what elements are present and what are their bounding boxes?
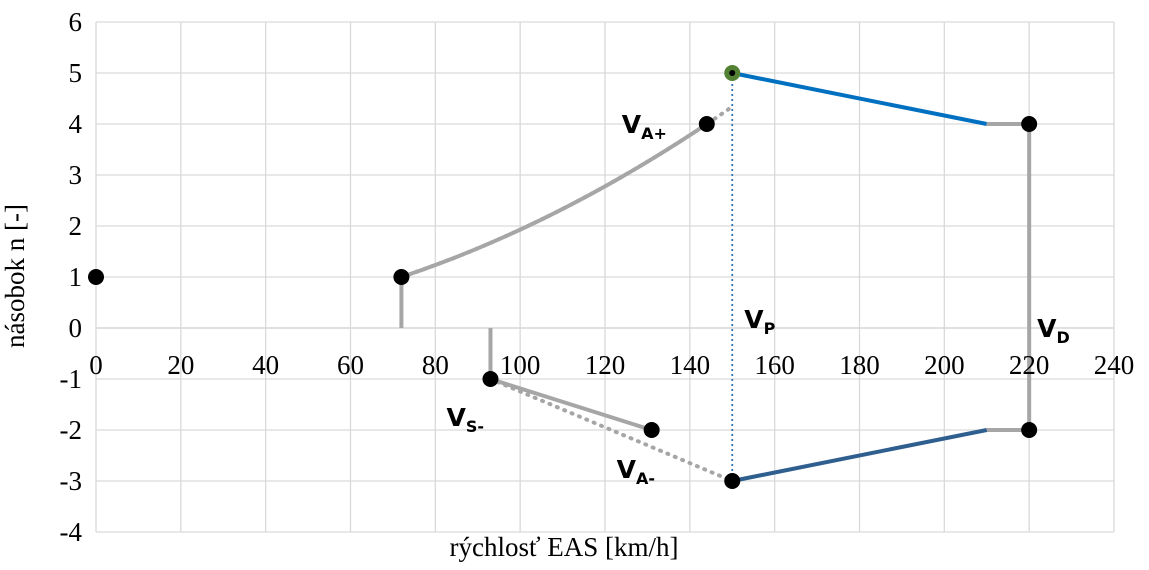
y-tick-label: -3	[60, 466, 83, 496]
y-tick-label: -2	[60, 415, 83, 445]
y-tick-label: -1	[60, 364, 83, 394]
x-tick-label: 220	[1009, 350, 1050, 380]
x-tick-label: 180	[839, 350, 880, 380]
x-tick-label: 40	[252, 350, 279, 380]
y-tick-label: 5	[69, 58, 83, 88]
data-point	[724, 473, 741, 489]
series-line	[731, 71, 988, 126]
data-point	[88, 269, 104, 285]
y-tick-label: 6	[69, 7, 83, 37]
series-line	[731, 428, 988, 483]
x-tick-label: 200	[924, 350, 965, 380]
data-point-center	[729, 70, 736, 76]
y-tick-label: 0	[69, 313, 83, 343]
data-point	[393, 269, 410, 285]
x-tick-label: 160	[754, 350, 795, 380]
x-tick-label: 0	[89, 350, 103, 380]
annotation-va-minus: VA-	[617, 455, 655, 488]
annotation-vs-minus: VS-	[446, 403, 484, 436]
x-tick-label: 80	[422, 350, 449, 380]
series-line	[489, 377, 653, 432]
x-tick-label: 60	[337, 350, 364, 380]
gridlines	[95, 21, 1115, 533]
x-tick-label: 240	[1094, 350, 1135, 380]
y-tick-label: -4	[60, 517, 83, 547]
data-point	[1021, 422, 1038, 438]
y-tick-label: 1	[69, 262, 83, 292]
data-point	[643, 422, 660, 438]
series-line	[399, 104, 735, 279]
y-axis-title: násobok n [-]	[0, 204, 30, 348]
y-tick-labels: -4 -3 -2 -1 0 1 2 3 4 5 6	[60, 7, 83, 547]
x-tick-label: 140	[670, 350, 711, 380]
series-line	[400, 122, 708, 279]
x-axis-title: rýchlosť EAS [km/h]	[449, 532, 678, 562]
y-tick-label: 3	[69, 160, 83, 190]
annotation-vp: VP	[744, 305, 775, 338]
x-tick-label: 20	[167, 350, 194, 380]
series-lines	[399, 71, 1032, 483]
data-point	[1021, 116, 1038, 132]
x-tick-label: 100	[500, 350, 541, 380]
y-tick-label: 4	[69, 109, 83, 139]
annotation-va-plus: VA+	[622, 110, 667, 143]
y-tick-label: 2	[69, 211, 83, 241]
annotation-vd: VD	[1037, 314, 1070, 347]
x-tick-labels: 0 20 40 60 80 100 120 140 160 180 200 220 240	[89, 350, 1134, 380]
data-point	[698, 116, 715, 132]
x-tick-label: 120	[585, 350, 626, 380]
data-points	[88, 65, 1038, 489]
series-line	[488, 377, 735, 483]
data-point	[482, 371, 499, 387]
speed-annotations: VA+ VP VD VS- VA-	[446, 110, 1069, 488]
